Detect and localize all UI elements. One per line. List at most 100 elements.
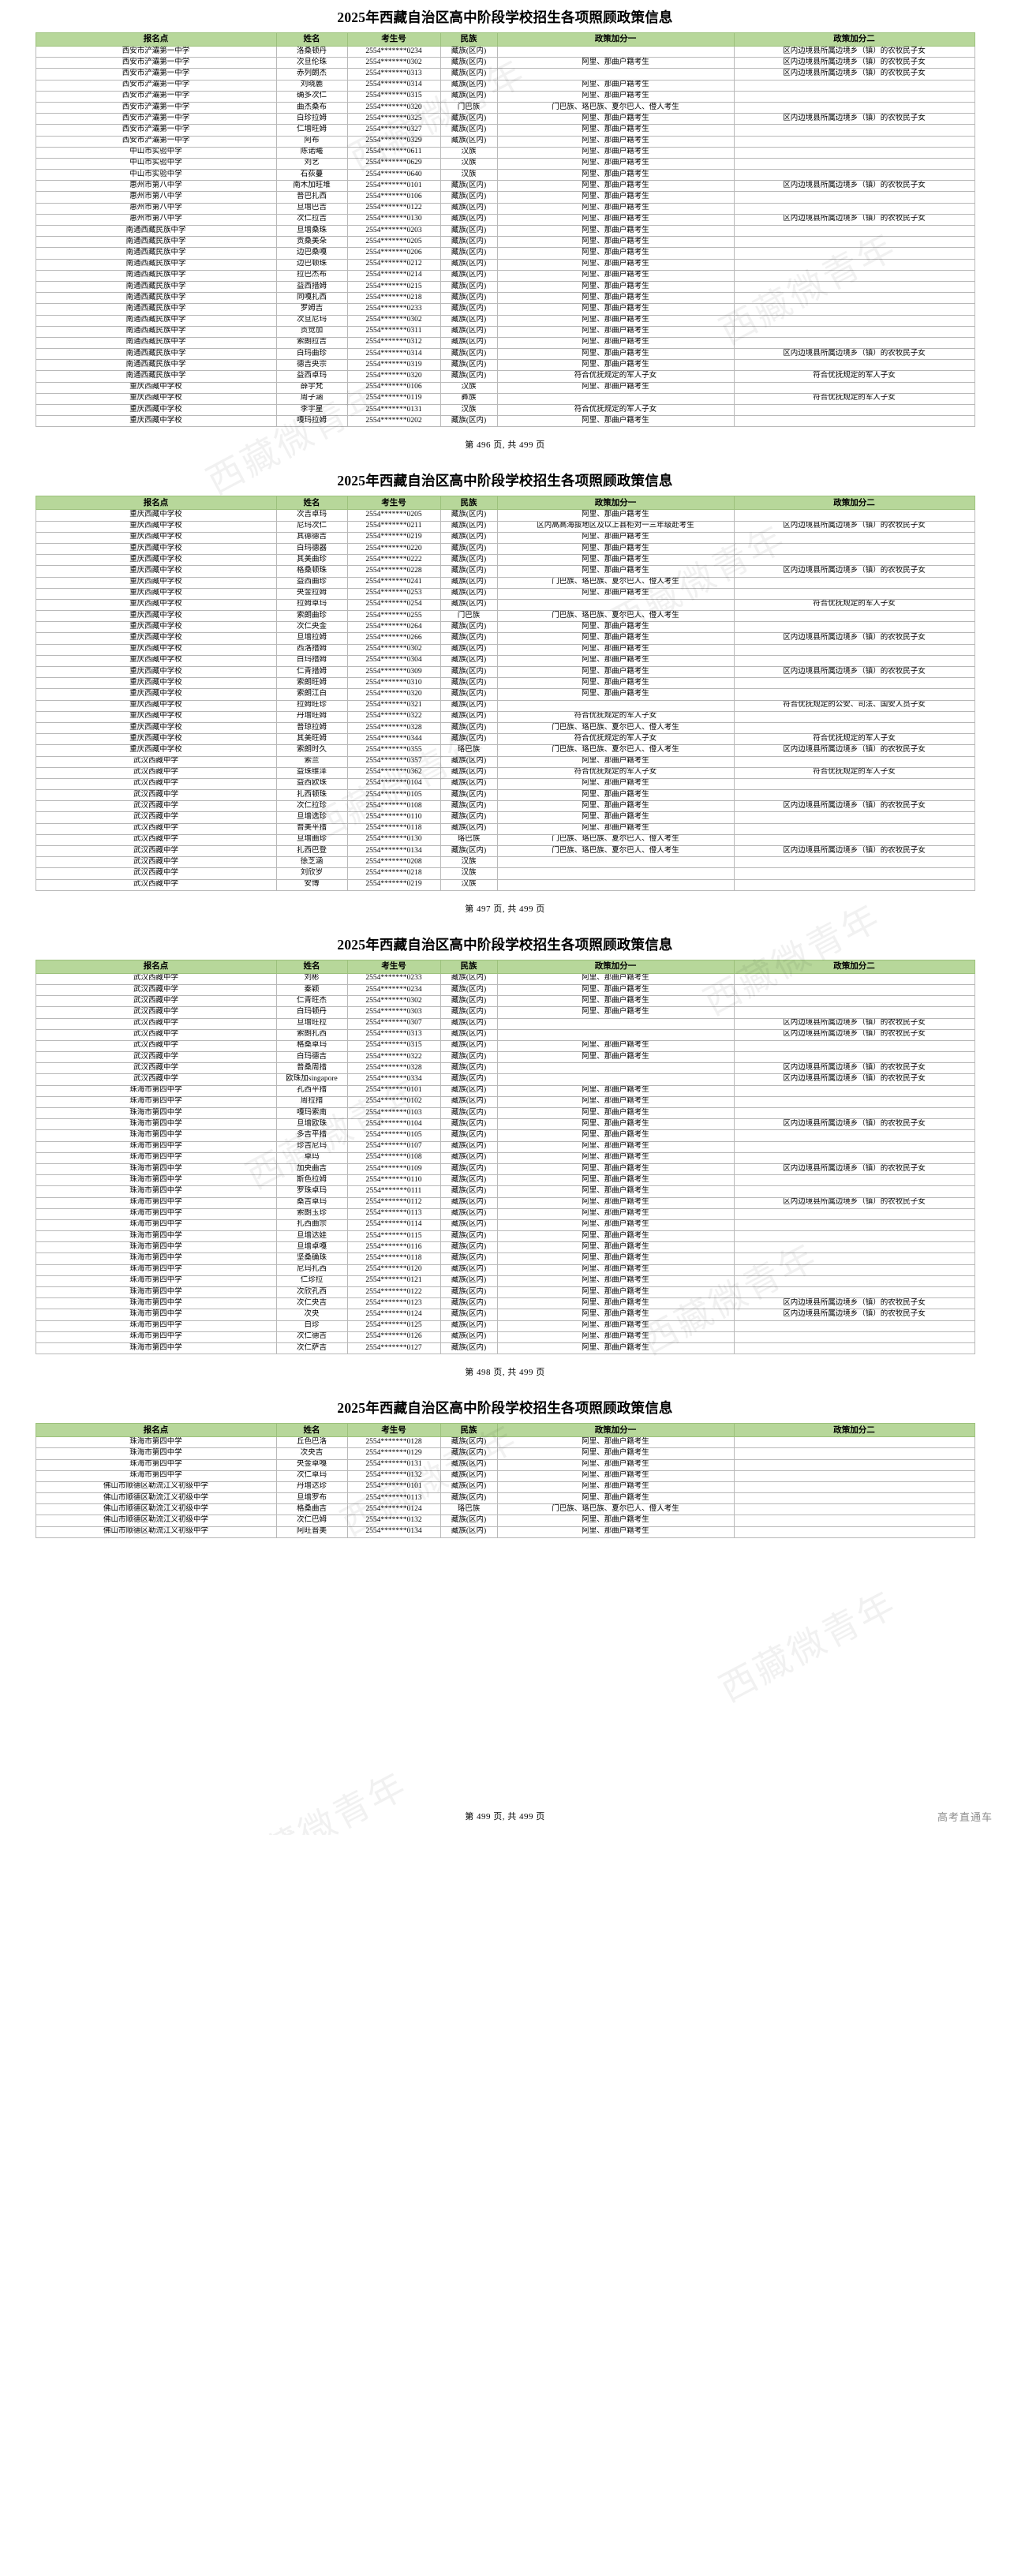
table-cell: 卓玛 (275, 1151, 348, 1164)
table-cell: 中山市实验中学 (35, 169, 277, 182)
table-cell: 2554*******0110 (346, 811, 441, 824)
table-cell: 阿里、那曲户籍考生 (496, 983, 735, 997)
table-cell: 藏族(区内) (440, 688, 498, 701)
table-cell: 白玛措姆 (275, 654, 348, 668)
table-cell: 阿里、那曲户籍考生 (496, 1515, 735, 1527)
table-cell: 2554*******0310 (346, 677, 441, 690)
table-cell: 阿里、那曲户籍考生 (496, 1151, 735, 1164)
table-cell: 珠海市第四中学 (35, 1185, 277, 1198)
table-cell: 重庆西藏中学校 (35, 576, 277, 589)
table-cell: 门巴族、珞巴族、夏尔巴人、僜人考生 (496, 101, 735, 114)
table-cell: 阿里、那曲户籍考生 (496, 777, 735, 791)
table-cell: 2554*******0112 (346, 1196, 441, 1209)
table-cell: 藏族(区内) (440, 755, 498, 768)
table-cell: 益西曲珍 (275, 576, 348, 589)
table-cell: 2554*******0315 (346, 1039, 441, 1053)
table-cell (733, 811, 975, 824)
table-cell: 2554*******0320 (346, 101, 441, 114)
table-cell: 2554*******0302 (346, 643, 441, 656)
table-cell: 索朗扎西 (275, 1028, 348, 1041)
table-cell: 藏族(区内) (440, 1458, 498, 1471)
table-cell: 区内边境县所属边境乡（镇）的农牧民子女 (733, 1196, 975, 1209)
table-cell: 2554*******0104 (346, 777, 441, 791)
table-cell: 珠海市第四中学 (35, 1436, 277, 1449)
table-cell (733, 677, 975, 690)
table-cell (733, 867, 975, 880)
table-cell: 2554*******0108 (346, 1151, 441, 1164)
table-cell: 2554*******0255 (346, 610, 441, 623)
table-cell: 次仁央金 (275, 621, 348, 634)
table-cell: 藏族(区内) (440, 531, 498, 544)
table-cell: 2554*******0329 (346, 135, 441, 148)
table-cell: 南通西藏民族中学 (35, 314, 277, 327)
table-cell: 中山市实验中学 (35, 146, 277, 159)
table-cell: 藏族(区内) (440, 520, 498, 533)
table-row: 珠海市第四中学 旦增欧珠 2554*******0104 藏族(区内) 阿里、那曲户籍考… (35, 1118, 975, 1131)
table-cell: 汉族 (440, 381, 498, 394)
table-cell: 阿里、那曲户籍考生 (496, 509, 735, 522)
table-cell: 阿里、那曲户籍考生 (496, 1129, 735, 1142)
table-cell: 2554*******0134 (346, 1526, 441, 1538)
table-cell: 武汉西藏中学 (35, 972, 277, 985)
table-cell: 藏族(区内) (440, 336, 498, 350)
table-cell (496, 1017, 735, 1030)
table-cell: 2554*******0355 (346, 744, 441, 757)
table-cell: 2554*******0322 (346, 710, 441, 723)
table-cell (733, 1039, 975, 1053)
table-cell: 南通西藏民族中学 (35, 258, 277, 271)
table-cell (733, 1331, 975, 1343)
table-row: 南通西藏民族中学 罗姆吉 2554*******0233 藏族(区内) 阿里、那曲户籍考… (35, 303, 975, 316)
table-cell: 重庆西藏中学校 (35, 531, 277, 544)
table-cell (733, 610, 975, 623)
table-cell: 2554*******0253 (346, 587, 441, 600)
table-cell (496, 392, 735, 406)
table-cell: 重庆西藏中学校 (35, 610, 277, 623)
table-cell: 2554*******0241 (346, 576, 441, 589)
table-cell (733, 124, 975, 137)
table-cell (496, 1062, 735, 1075)
table-cell: 格桑曲吉 (275, 1503, 348, 1516)
table-cell: 2554*******0313 (346, 1028, 441, 1041)
table-cell: 阿里、那曲户籍考生 (496, 972, 735, 985)
table-cell: 珠海市第四中学 (35, 1320, 277, 1332)
table-row: 珠海市第四中学 次仁萨吉 2554*******0127 藏族(区内) 阿里、那曲户籍考… (35, 1342, 975, 1355)
table-cell: 阿里、那曲户籍考生 (496, 789, 735, 802)
table-cell: 2554*******0105 (346, 789, 441, 802)
table-cell: 洛桑顿丹 (275, 45, 348, 58)
table-cell: 藏族(区内) (440, 269, 498, 282)
table-cell: 阿里、那曲户籍考生 (496, 1526, 735, 1538)
table-cell: 阿里、那曲户籍考生 (496, 269, 735, 282)
table-cell: 2554*******0320 (346, 370, 441, 383)
table-cell: 阿里、那曲户籍考生 (496, 1320, 735, 1332)
table-cell: 2554*******0111 (346, 1185, 441, 1198)
table-cell: 门巴族、珞巴族、夏尔巴人、僜人考生 (496, 844, 735, 858)
table-cell: 藏族(区内) (440, 1320, 498, 1332)
table-cell: 2554*******0101 (346, 180, 441, 193)
table-row: 珠海市第四中学 罗珠卓玛 2554*******0111 藏族(区内) 阿里、那曲户籍考… (35, 1185, 975, 1198)
table-cell: 刘欣岁 (275, 867, 348, 880)
table-cell: 重庆西藏中学校 (35, 415, 277, 428)
table-cell (733, 1320, 975, 1332)
table-cell: 佛山市顺德区勒流江义初级中学 (35, 1481, 277, 1494)
table-cell (733, 1219, 975, 1232)
table-cell: 2554*******0328 (346, 721, 441, 735)
table-cell: 其德德吉 (275, 531, 348, 544)
table-cell: 2554*******0103 (346, 1106, 441, 1120)
table-cell (733, 1051, 975, 1064)
table-cell: 旦增巴吉 (275, 202, 348, 215)
table-cell: 藏族(区内) (440, 1095, 498, 1109)
table-cell: 藏族(区内) (440, 766, 498, 779)
table-cell: 藏族(区内) (440, 90, 498, 103)
table-cell: 普巴扎西 (275, 191, 348, 204)
table-cell: 阿里、那曲户籍考生 (496, 995, 735, 1008)
table-cell: 阿里、那曲户籍考生 (496, 314, 735, 327)
column-header: 政策加分二 (733, 496, 975, 511)
table-cell: 阿里、那曲户籍考生 (496, 1481, 735, 1494)
table-cell: 武汉西藏中学 (35, 1073, 277, 1086)
table-cell (496, 1073, 735, 1086)
table-cell: 佛山市顺德区勒流江义初级中学 (35, 1515, 277, 1527)
table-cell (733, 688, 975, 701)
table-row: 西安市浐灞第一中学 赤列朗杰 2554*******0313 藏族(区内) 区内边境县所… (35, 68, 975, 80)
table-cell (733, 878, 975, 891)
table-cell: 2554*******0307 (346, 1017, 441, 1030)
